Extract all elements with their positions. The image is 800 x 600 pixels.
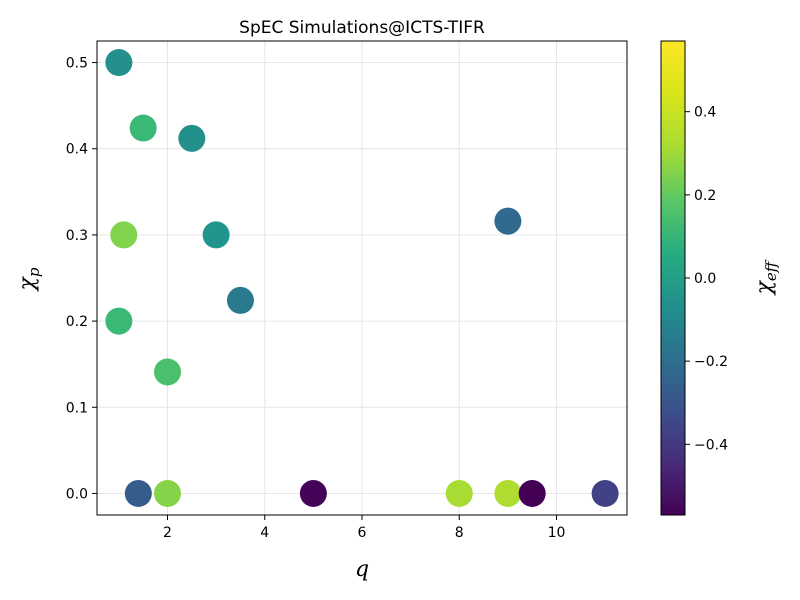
colorbar-tick-label: 0.0 (694, 271, 716, 287)
x-axis-label: q (355, 557, 369, 582)
data-point (226, 286, 254, 314)
svg-text:χeff: χeff (752, 259, 780, 296)
colorbar (661, 41, 685, 515)
colorbar-tick-label: 0.2 (694, 188, 716, 204)
y-tick-label: 0.2 (66, 314, 88, 330)
y-axis-label-group: χp (15, 267, 43, 292)
colorbar-label: χ (752, 279, 777, 296)
data-point (129, 114, 157, 142)
grid-lines (97, 41, 627, 515)
x-tick-label: 6 (358, 525, 367, 541)
colorbar-label-subscript: eff (762, 259, 780, 281)
chart-title: SpEC Simulations@ICTS-TIFR (239, 18, 485, 38)
y-axis-label: χ (15, 275, 40, 292)
data-point (299, 479, 327, 507)
data-point (154, 479, 182, 507)
x-axis: 2 4 6 8 10 (163, 515, 565, 541)
data-point (494, 479, 522, 507)
colorbar-tick-label: 0.4 (694, 105, 716, 121)
data-point (178, 124, 206, 152)
y-axis: 0.0 0.1 0.2 0.3 0.4 0.5 (66, 56, 97, 502)
data-point (154, 358, 182, 386)
data-point (105, 49, 133, 77)
data-point (518, 479, 546, 507)
svg-text:χp: χp (15, 267, 43, 292)
x-tick-label: 2 (163, 525, 172, 541)
data-point (494, 207, 522, 235)
colorbar-axis: −0.4 −0.2 0.0 0.2 0.4 (685, 105, 728, 453)
data-point (445, 479, 473, 507)
y-tick-label: 0.4 (66, 142, 88, 158)
colorbar-label-group: χeff (752, 259, 780, 296)
data-point (105, 307, 133, 335)
data-point (124, 479, 152, 507)
x-tick-label: 10 (548, 525, 566, 541)
data-points (105, 49, 619, 507)
data-point (110, 221, 138, 249)
data-point (202, 221, 230, 249)
data-point (591, 479, 619, 507)
colorbar-tick-label: −0.2 (694, 354, 728, 370)
y-tick-label: 0.1 (66, 400, 88, 416)
x-tick-label: 4 (260, 525, 269, 541)
x-tick-label: 8 (455, 525, 464, 541)
y-axis-label-subscript: p (25, 267, 43, 277)
y-tick-label: 0.3 (66, 228, 88, 244)
y-tick-label: 0.5 (66, 56, 88, 72)
colorbar-tick-label: −0.4 (694, 437, 728, 453)
y-tick-label: 0.0 (66, 486, 88, 502)
